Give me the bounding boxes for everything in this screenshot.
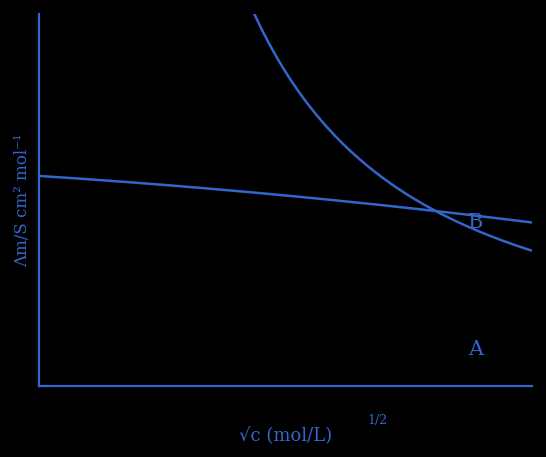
- Text: 1/2: 1/2: [367, 414, 387, 427]
- Text: √c (mol/L): √c (mol/L): [239, 427, 332, 446]
- Y-axis label: Λm/S cm² mol⁻¹: Λm/S cm² mol⁻¹: [14, 133, 31, 267]
- Text: B: B: [468, 213, 483, 232]
- Text: A: A: [468, 340, 483, 359]
